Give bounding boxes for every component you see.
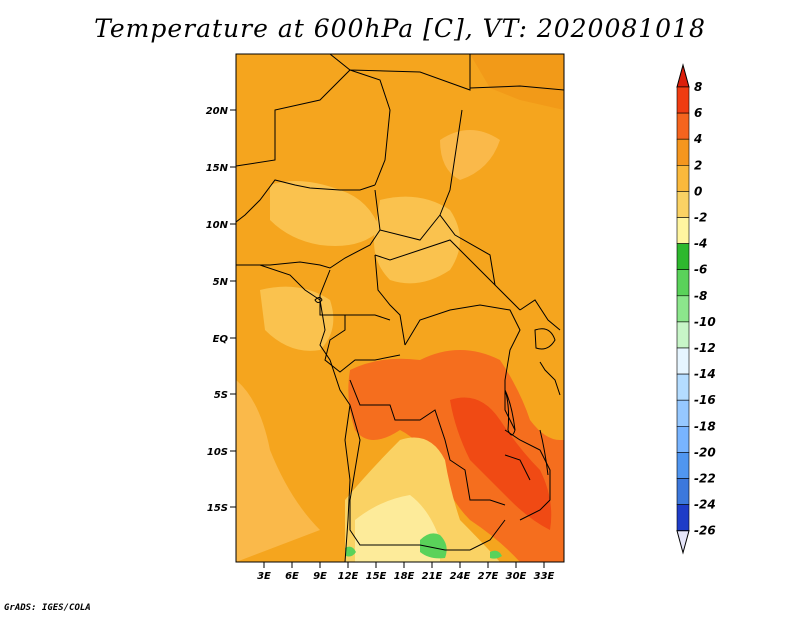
- colorbar-label: -4: [694, 237, 707, 251]
- border-line: [329, 54, 471, 91]
- lat-tick-label: 5N: [213, 277, 229, 288]
- coastline: [539, 361, 561, 396]
- border-line: [374, 239, 521, 311]
- map-frame: [235, 53, 565, 563]
- colorbar-segment: [676, 269, 690, 297]
- border-line: [260, 189, 381, 269]
- border-line: [379, 214, 441, 241]
- colorbar-label: 8: [694, 80, 702, 94]
- lake: [314, 297, 323, 303]
- lon-tick-label: 30E: [506, 571, 527, 582]
- colorbar-label: 4: [693, 132, 702, 146]
- lat-axis: 20N 15N 10N 5N EQ 5S 10S 15S: [206, 106, 236, 514]
- coastline: [236, 264, 351, 562]
- colorbar-label: -22: [694, 472, 716, 486]
- colorbar-segment: [676, 425, 690, 453]
- lon-tick-label: 12E: [338, 571, 359, 582]
- colorbar-segment: [676, 112, 690, 140]
- colorbar-bottom-arrow: [676, 530, 690, 555]
- colorbar-label: 0: [694, 184, 702, 198]
- lat-tick-label: 20N: [206, 106, 229, 117]
- colorbar-label: -14: [694, 367, 716, 381]
- colorbar-segment: [676, 399, 690, 427]
- colorbar-segment: [676, 321, 690, 349]
- field-cool-patch: [270, 181, 380, 246]
- colorbar-top-arrow: [676, 63, 690, 88]
- field-cool-patch: [260, 286, 334, 351]
- colorbar-label: -20: [694, 445, 716, 459]
- lat-tick-label: 10N: [206, 220, 229, 231]
- border-line: [469, 85, 564, 91]
- lon-tick-label: 3E: [257, 571, 271, 582]
- colorbar-label: -10: [694, 315, 716, 329]
- border-line: [504, 429, 551, 521]
- colorbar-label: -26: [694, 524, 716, 538]
- lake-tanganyika: [504, 389, 516, 436]
- temperature-field: [236, 54, 564, 562]
- lon-tick-label: 24E: [450, 571, 471, 582]
- border-line: [349, 404, 506, 551]
- colorbar-label: -2: [694, 211, 707, 225]
- field-green-patch: [420, 533, 447, 559]
- colorbar-segment: [676, 138, 690, 166]
- colorbar: 8 6 4 2 0 -2 -4 -6 -8 -10 -12 -14 -16 -18 -20 -22 -24 -26: [676, 63, 716, 555]
- field-band: [470, 54, 564, 110]
- lat-tick-label: 15S: [207, 503, 228, 514]
- colorbar-segment: [676, 452, 690, 479]
- colorbar-segment: [676, 165, 690, 192]
- border-line: [404, 304, 521, 431]
- lon-tick-label: 6E: [285, 571, 299, 582]
- colorbar-segment: [676, 478, 690, 505]
- field-cool-patch: [440, 130, 500, 180]
- colorbar-segment: [676, 86, 690, 114]
- colorbar-segment: [676, 504, 690, 532]
- border-line: [349, 379, 506, 506]
- colorbar-segment: [676, 217, 690, 244]
- border-line: [319, 269, 391, 321]
- field-cool-patch: [374, 196, 460, 284]
- lon-tick-label: 21E: [422, 571, 443, 582]
- border-line: [374, 254, 406, 346]
- lat-tick-label: 10S: [207, 447, 228, 458]
- colorbar-label: 2: [694, 158, 702, 172]
- lon-tick-label: 33E: [534, 571, 555, 582]
- colorbar-label: -12: [694, 341, 716, 355]
- colorbar-label: -8: [694, 289, 707, 303]
- colorbar-label: 6: [694, 106, 702, 120]
- colorbar-label: -16: [694, 393, 716, 407]
- lat-tick-label: 15N: [206, 163, 229, 174]
- colorbar-label: -18: [694, 419, 716, 433]
- colorbar-label: -6: [694, 263, 707, 277]
- colorbar-segment: [676, 347, 690, 375]
- colorbar-segment: [676, 373, 690, 401]
- credit-label: GrADS: IGES/COLA: [4, 603, 91, 613]
- lake-victoria: [534, 328, 556, 350]
- field-green-patch: [490, 550, 502, 559]
- border-line: [519, 299, 561, 331]
- lon-tick-label: 15E: [366, 571, 387, 582]
- field-green-patch: [345, 546, 356, 557]
- colorbar-segment: [676, 243, 690, 271]
- lake-malawi: [539, 429, 549, 476]
- lon-tick-label: 27E: [478, 571, 499, 582]
- colorbar-label: -24: [694, 498, 716, 512]
- country-borders: [236, 54, 564, 562]
- lat-tick-label: 5S: [214, 390, 228, 401]
- map-title: Temperature at 600hPa [C], VT: 202008101…: [94, 14, 706, 43]
- colorbar-segment: [676, 191, 690, 218]
- border-line: [439, 109, 496, 286]
- field-hot-core: [450, 397, 552, 530]
- lon-tick-label: 9E: [313, 571, 327, 582]
- border-line: [504, 454, 531, 481]
- lon-tick-label: 18E: [394, 571, 415, 582]
- colorbar-segment: [676, 295, 690, 323]
- lon-axis: 3E 6E 9E 12E 15E 18E 21E 24E 27E 30E 33E: [257, 562, 555, 582]
- border-line: [236, 179, 376, 223]
- field-cool-patch: [236, 380, 320, 562]
- lat-tick-label: EQ: [213, 334, 229, 345]
